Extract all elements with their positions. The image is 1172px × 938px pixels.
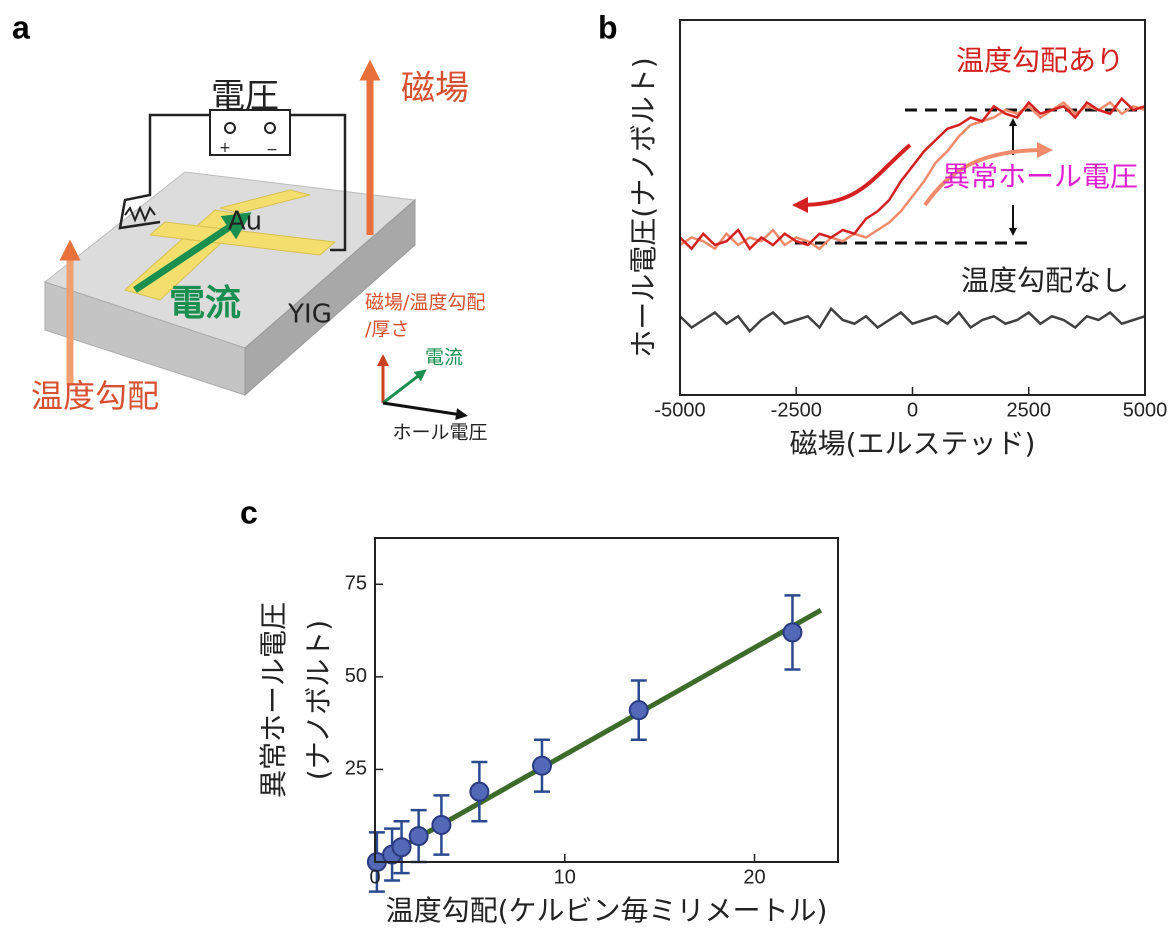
series-label: 温度勾配あり <box>956 44 1124 77</box>
x-tick-label: 5000 <box>1123 399 1168 421</box>
point <box>410 827 428 845</box>
y-axis-label: ホール電圧(ナノボルト) <box>627 57 660 357</box>
diagram-label: 電圧 <box>211 77 279 117</box>
x-tick-label: 10 <box>554 866 576 888</box>
point <box>630 701 648 719</box>
x-axis-label: 磁場(エルステッド) <box>790 427 1036 460</box>
panel-label: c <box>240 494 258 530</box>
series-label: 温度勾配なし <box>961 264 1129 297</box>
trace <box>680 309 1145 332</box>
panel-label: b <box>598 9 618 45</box>
y-tick-label: 25 <box>345 758 367 780</box>
diagram-label: 磁場 <box>401 69 469 109</box>
point <box>393 838 411 856</box>
x-tick-label: 0 <box>369 866 380 888</box>
x-tick-label: -5000 <box>654 399 705 421</box>
diagram-label: 温度勾配 <box>31 377 159 415</box>
point <box>533 757 551 775</box>
diagram-label: 電流 <box>425 347 463 369</box>
diagram-label: 電流 <box>169 283 241 324</box>
x-tick-label: 2500 <box>1007 399 1052 421</box>
y-axis-label: 異常ホール電圧 <box>257 602 290 798</box>
device-diagram <box>45 70 462 415</box>
diagram-label: 磁場/温度勾配 <box>365 292 485 314</box>
diagram-label: + <box>219 140 231 156</box>
x-tick-label: 0 <box>907 399 918 421</box>
x-axis-label: 温度勾配(ケルビン毎ミリメートル) <box>386 894 828 927</box>
point <box>783 623 801 641</box>
panel-label: a <box>12 9 30 45</box>
diagram-label: YIG <box>287 300 332 330</box>
diagram-label: ホール電圧 <box>392 422 487 444</box>
diagram-label: /厚さ <box>365 319 409 341</box>
y-tick-label: 75 <box>345 573 367 595</box>
diagram-label: − <box>266 142 278 158</box>
figure: a b c 電圧 + − 磁場 Au 電流 YIG 磁場/温度勾配 /厚さ 電流… <box>0 0 1172 938</box>
diagram-label: Au <box>228 207 262 237</box>
point <box>470 783 488 801</box>
y-axis-label: (ナノボルト) <box>302 620 335 780</box>
x-tick-label: -2500 <box>771 399 822 421</box>
y-tick-label: 50 <box>345 665 367 687</box>
plot-frame <box>375 538 838 862</box>
annotation: 異常ホール電圧 <box>942 160 1138 193</box>
x-tick-label: 20 <box>743 866 765 888</box>
point <box>432 816 450 834</box>
